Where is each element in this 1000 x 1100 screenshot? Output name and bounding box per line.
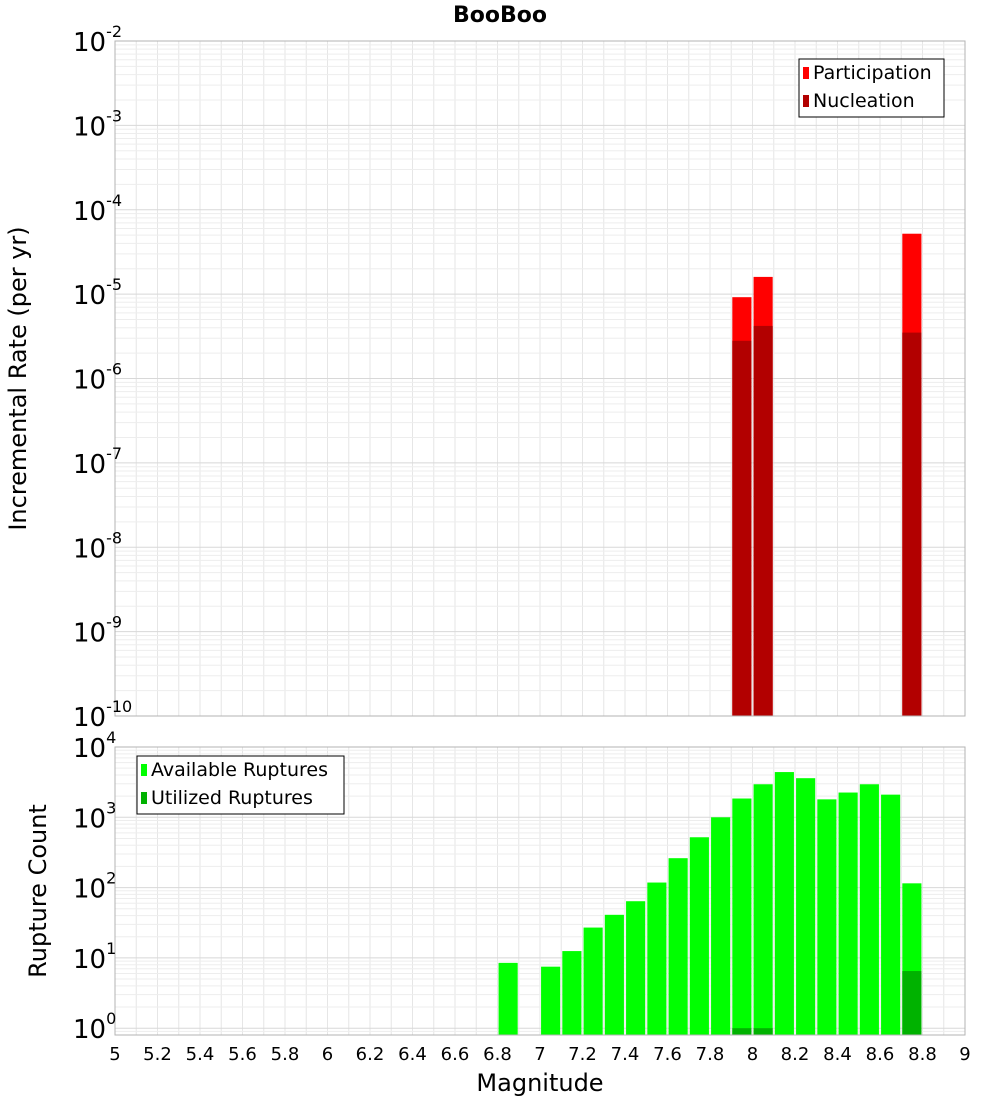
bar-available-ruptures-7.15 [562, 951, 582, 1035]
bar-nucleation-8.75 [902, 332, 922, 716]
bar-available-ruptures-7.85 [711, 817, 731, 1035]
x-tick-label: 7.8 [696, 1044, 725, 1065]
x-tick-label: 8.8 [908, 1044, 937, 1065]
x-tick-label: 5.4 [186, 1044, 215, 1065]
y-tick-labels: 10-10 10-9 10-8 10-7 10-6 10-5 10-4 10-3 10-2 [73, 22, 132, 733]
bar-available-ruptures-8.65 [881, 794, 901, 1035]
bar-nucleation-7.95 [732, 340, 752, 716]
y-tick-label: 101 [73, 939, 116, 975]
bar-available-ruptures-8.55 [859, 784, 879, 1035]
bar-available-ruptures-7.95 [732, 798, 752, 1035]
bar-available-ruptures-8.25 [796, 778, 816, 1035]
legend-label: Utilized Ruptures [151, 787, 313, 809]
bar-available-ruptures-8.45 [838, 792, 858, 1035]
grid [114, 40, 966, 717]
bar-available-ruptures-7.45 [626, 901, 646, 1035]
bar-available-ruptures-7.35 [604, 914, 624, 1035]
x-tick-label: 5.6 [228, 1044, 257, 1065]
bar-available-ruptures-8.05 [753, 784, 773, 1035]
legend-box [136, 755, 345, 815]
x-tick-label: 8.4 [823, 1044, 852, 1065]
y-tick-label: 10-9 [73, 613, 122, 649]
y-tick-label: 10-8 [73, 528, 122, 564]
x-tick-label: 6.6 [441, 1044, 470, 1065]
y-tick-label: 10-3 [73, 106, 122, 142]
y-tick-label: 104 [73, 728, 116, 764]
plot-border [114, 746, 966, 1036]
x-axis-title: Magnitude [476, 1069, 603, 1097]
bar-nucleation-8.05 [753, 325, 773, 716]
y-tick-label: 100 [73, 1009, 116, 1045]
bar-available-ruptures-7.55 [647, 882, 667, 1035]
x-tick-label: 6.2 [356, 1044, 385, 1065]
bar-utilized-ruptures-7.95 [732, 1028, 752, 1035]
legend: Available Ruptures Utilized Ruptures [136, 755, 345, 815]
y-tick-label: 10-4 [73, 191, 122, 227]
x-tick-label: 7.4 [611, 1044, 640, 1065]
chart-title: BooBoo [453, 3, 547, 28]
y-tick-labels: 100 101 102 103 104 [73, 728, 116, 1045]
y-tick-label: 10-6 [73, 360, 122, 396]
bar-available-ruptures-6.85 [498, 962, 518, 1035]
legend: Participation Nucleation [798, 58, 945, 118]
plot-border [114, 40, 966, 717]
y-tick-label: 10-10 [73, 697, 132, 733]
bars [732, 233, 922, 716]
bar-available-ruptures-7.25 [583, 927, 603, 1035]
y-tick-label: 10-7 [73, 444, 122, 480]
legend-label: Nucleation [813, 90, 915, 112]
x-tick-label: 6.4 [398, 1044, 427, 1065]
y-tick-label: 10-2 [73, 22, 122, 58]
x-tick-label: 7 [534, 1044, 545, 1065]
x-tick-labels: 5 5.2 5.4 5.6 5.8 6 6.2 6.4 6.6 6.8 7 7.2 7.4 7.6 7.8 8… [109, 1044, 970, 1065]
x-tick-label: 5.8 [271, 1044, 300, 1065]
bar-available-ruptures-7.05 [541, 966, 561, 1035]
x-tick-label: 9 [959, 1044, 970, 1065]
x-tick-label: 7.6 [653, 1044, 682, 1065]
x-tick-label: 8.6 [866, 1044, 895, 1065]
x-tick-label: 5.2 [143, 1044, 172, 1065]
bar-available-ruptures-7.75 [689, 837, 709, 1035]
legend-label: Participation [813, 62, 932, 84]
bar-available-ruptures-8.35 [817, 799, 837, 1035]
x-tick-label: 8 [747, 1044, 758, 1065]
x-tick-label: 6.8 [483, 1044, 512, 1065]
y-tick-label: 102 [73, 869, 116, 905]
y-tick-label: 10-5 [73, 275, 122, 311]
x-tick-label: 6 [322, 1044, 333, 1065]
x-tick-label: 5 [109, 1044, 120, 1065]
legend-swatch [803, 95, 809, 107]
y-axis-title: Rupture Count [24, 804, 52, 978]
bar-utilized-ruptures-8.05 [753, 1028, 773, 1035]
chart-panel-1: 10-10 10-9 10-8 10-7 10-6 10-5 10-4 10-3 10-2 Inc… [4, 3, 966, 733]
legend-label: Available Ruptures [151, 759, 328, 781]
legend-swatch [141, 792, 147, 804]
y-axis-title: Incremental Rate (per yr) [4, 226, 32, 530]
bar-available-ruptures-7.65 [668, 858, 688, 1035]
x-tick-label: 7.2 [568, 1044, 597, 1065]
legend-swatch [141, 764, 147, 776]
legend-box [798, 58, 945, 118]
bars [498, 772, 922, 1035]
bar-available-ruptures-8.15 [774, 772, 794, 1035]
x-tick-label: 8.2 [781, 1044, 810, 1065]
chart-panel-2: 100 101 102 103 104 5 5.2 5.4 5.6 5.8 6 6.2 6.4 6.6 6.… [24, 728, 971, 1097]
y-tick-label: 103 [73, 798, 116, 834]
bar-utilized-ruptures-8.75 [902, 971, 922, 1035]
legend-swatch [803, 67, 809, 79]
